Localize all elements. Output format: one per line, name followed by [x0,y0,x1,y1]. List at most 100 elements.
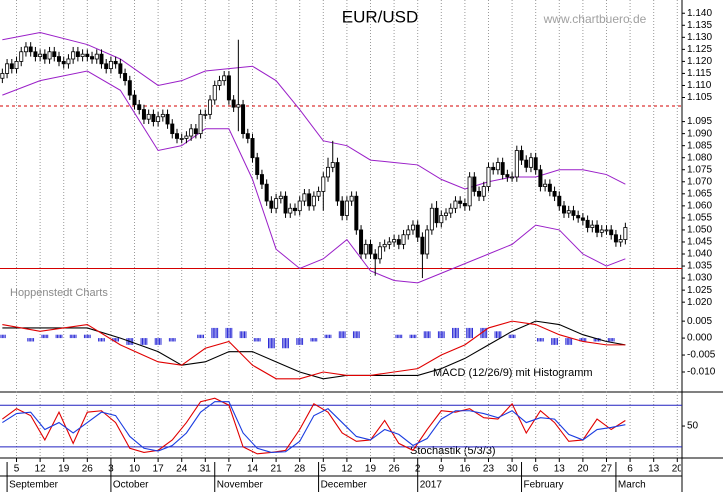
candle-body [434,207,439,224]
candle-body [382,243,387,248]
candle-body [278,195,283,200]
candle-body [444,212,449,216]
y-tick-label: 1.120 [687,56,712,67]
candle-body [269,200,274,209]
candle-body [453,200,458,209]
x-tick-label: 27 [601,464,613,475]
y-tick-label: 0.005 [687,316,712,327]
month-label: September [9,480,59,491]
y-tick-label: 1.055 [687,213,712,224]
candle-body [396,239,401,245]
month-label: 2017 [420,480,443,491]
candle-body [595,224,600,233]
candle-body [420,236,425,255]
panel: 5121926310172431714212851219262916233061… [6,458,681,492]
y-tick-label: 1.025 [687,285,712,296]
candle-body [160,113,165,118]
x-tick-label: 31 [200,464,212,475]
candle-body [302,193,307,202]
candle-body [184,135,189,139]
candle-body [42,53,47,60]
chart-title: EUR/USD [342,7,419,26]
candle-body [609,229,614,236]
watermark: www.chartbuero.de [543,12,647,26]
x-tick-label: 10 [129,464,141,475]
candle-body [264,183,269,202]
y-tick-label: 1.020 [687,297,712,308]
candle-body [359,229,364,255]
candle-body [368,243,373,255]
candle-body [604,229,609,232]
candle-body [425,229,430,255]
y-tick-label: 1.060 [687,200,712,211]
y-tick-label: 1.085 [687,140,712,151]
y-tick-label: 50 [687,421,699,432]
panel [0,313,678,392]
candle-body [401,234,406,245]
panel [0,0,682,313]
x-tick-label: 6 [627,464,633,475]
candle-body [528,157,533,168]
candle-body [174,133,179,139]
candle-body [311,195,316,207]
candle-body [495,162,500,171]
candle-body [387,241,392,245]
candle-body [198,113,203,135]
y-tick-label: 1.050 [687,225,712,236]
x-tick-label: 19 [58,464,70,475]
x-tick-label: 6 [533,464,539,475]
y-tick-label: 1.090 [687,128,712,139]
candle-body [623,227,628,240]
candle-body [340,200,345,216]
x-tick-label: 13 [554,464,566,475]
candle-body [505,174,510,178]
candle-body [543,183,548,187]
candle-body [481,186,486,197]
y-tick-label: 0.000 [687,333,712,344]
y-tick-label: 1.135 [687,20,712,31]
candle-body [316,191,321,197]
x-tick-label: 21 [271,464,283,475]
candle-body [321,176,326,192]
y-tick-label: 1.105 [687,92,712,103]
candle-body [377,246,382,260]
candle-body [146,113,151,120]
candle-body [500,162,505,175]
candle-body [222,75,227,82]
x-tick-label: 26 [389,464,401,475]
candle-body [33,51,38,57]
candle-body [297,200,302,212]
candle-body [156,116,161,122]
indicator-label: MACD (12/26/9) mit Histogramm [433,367,593,379]
candle-body [462,203,467,207]
candle-body [226,75,231,101]
candle-body [491,166,496,171]
month-label: October [113,480,149,491]
candle-body [373,253,378,260]
x-tick-label: 26 [82,464,94,475]
candle-body [108,60,113,70]
candle-body [19,51,24,62]
candle-body [66,58,71,65]
candle-body [23,46,28,53]
candle-body [326,166,331,178]
candle-body [363,243,368,255]
candle-body [599,229,604,233]
x-tick-label: 19 [365,464,377,475]
candle-body [47,51,52,60]
y-tick-label: 1.045 [687,237,712,248]
x-tick-label: 23 [483,464,495,475]
indicator-line [2,397,626,455]
x-tick-label: 12 [341,464,353,475]
candle-body [590,224,595,228]
candle-body [344,200,349,216]
month-label: March [618,480,646,491]
candle-body [566,210,571,214]
x-tick-label: 12 [35,464,47,475]
indicator-label: Stochastik (5/3/3) [410,445,496,457]
candle-body [283,195,288,214]
y-tick-label: 1.040 [687,249,712,260]
candle-body [410,224,415,231]
candle-body [259,174,264,185]
